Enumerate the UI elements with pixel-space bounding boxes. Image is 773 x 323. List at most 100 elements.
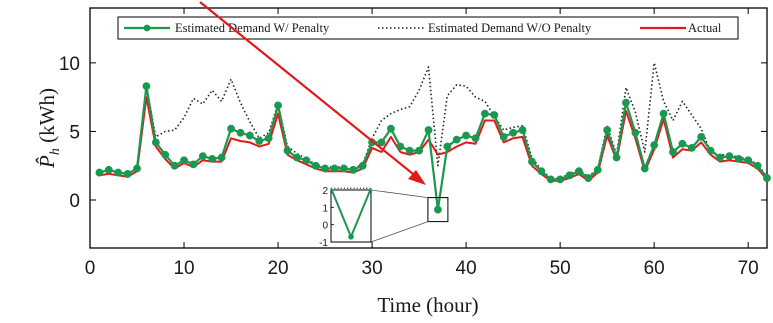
data-point <box>264 134 273 143</box>
annotation-arrowhead <box>408 170 426 185</box>
data-point <box>114 168 123 177</box>
svg-text:P̂h (kWh): P̂h (kWh) <box>35 88 63 169</box>
legend-item-with-penalty-label: Estimated Demand W/ Penalty <box>175 21 330 35</box>
data-point <box>236 128 245 137</box>
data-point <box>283 146 292 155</box>
y-axis-label-subscript: h <box>48 148 63 155</box>
data-point <box>622 98 630 107</box>
data-point <box>123 170 132 178</box>
data-point <box>133 164 141 173</box>
data-point <box>631 128 640 137</box>
data-point <box>734 154 743 163</box>
data-point <box>481 109 489 118</box>
data-point <box>415 146 423 155</box>
data-point <box>151 138 160 147</box>
y-axis-label-symbol: P̂ <box>35 155 59 169</box>
data-point <box>462 131 471 140</box>
data-point <box>706 146 715 155</box>
data-point <box>763 174 771 182</box>
data-point <box>198 152 207 161</box>
data-point <box>405 146 414 155</box>
legend-item-with-penalty-marker <box>143 24 151 32</box>
x-axis-label: Time (hour) <box>377 293 478 317</box>
data-point <box>227 124 235 133</box>
x-tick-label: 40 <box>456 258 477 279</box>
data-point <box>104 165 113 174</box>
x-tick-label: 50 <box>550 258 571 279</box>
zoom-region-box <box>427 197 449 223</box>
data-point <box>687 143 696 152</box>
y-axis-label-unit: (kWh) <box>35 88 59 143</box>
data-point <box>396 142 405 151</box>
data-point <box>509 128 518 137</box>
data-point <box>434 205 442 214</box>
data-point <box>565 171 574 180</box>
data-point <box>640 164 649 173</box>
data-point <box>377 138 386 147</box>
data-point <box>471 134 480 143</box>
data-point <box>490 111 499 119</box>
inset-tick-label: 2 <box>322 186 328 197</box>
legend-item-actual-label: Actual <box>688 21 722 35</box>
inset-tick-label: 1 <box>322 203 328 214</box>
data-point <box>321 164 329 173</box>
x-tick-label: 0 <box>85 258 96 279</box>
y-axis-label: P̂h (kWh) <box>35 88 63 169</box>
data-point <box>725 152 734 161</box>
data-point <box>593 165 602 174</box>
inset-tick-label: 0 <box>322 221 328 232</box>
x-tick-label: 20 <box>267 258 288 279</box>
data-point <box>659 109 668 118</box>
data-point <box>142 82 151 91</box>
data-point <box>180 156 188 165</box>
data-point <box>528 157 536 166</box>
data-point <box>443 142 452 151</box>
data-point <box>349 165 358 174</box>
data-point <box>170 161 179 170</box>
y-tick-label: 0 <box>69 191 80 212</box>
data-point <box>255 137 264 145</box>
data-point <box>311 161 320 170</box>
data-point <box>358 161 367 170</box>
legend-item-without-penalty-label: Estimated Demand W/O Penalty <box>428 21 592 35</box>
inset-data-point <box>348 234 354 240</box>
zoom-connector <box>370 189 428 198</box>
annotation-arrow <box>199 1 419 179</box>
data-point <box>603 126 612 134</box>
x-tick-label: 60 <box>644 258 665 279</box>
data-point <box>161 150 170 159</box>
data-point <box>330 164 339 173</box>
legend-box <box>117 16 739 40</box>
data-point <box>546 175 555 184</box>
data-point <box>217 153 226 162</box>
data-point <box>189 160 198 169</box>
data-point <box>245 131 254 140</box>
data-point <box>292 153 301 162</box>
inset-tick-label: -1 <box>319 238 328 249</box>
data-point <box>697 133 706 141</box>
data-point <box>537 167 546 176</box>
y-tick-label: 5 <box>69 122 80 143</box>
data-point <box>518 126 527 134</box>
data-point <box>744 156 753 165</box>
zoom-connector <box>370 221 429 243</box>
data-point <box>208 154 217 163</box>
data-point <box>753 161 762 170</box>
data-point <box>424 126 433 134</box>
data-point <box>386 124 395 133</box>
data-point <box>339 164 348 173</box>
data-point <box>716 153 724 162</box>
data-point <box>499 133 508 141</box>
series-line-without-penalty <box>99 62 768 179</box>
x-tick-label: 70 <box>738 258 759 279</box>
inset-box <box>330 189 372 243</box>
data-point <box>302 156 311 165</box>
y-tick-label: 10 <box>59 54 80 75</box>
data-point <box>452 135 461 144</box>
data-point <box>612 153 621 162</box>
data-point <box>650 141 659 150</box>
data-point <box>584 174 593 182</box>
x-tick-label: 10 <box>173 258 194 279</box>
data-point <box>95 168 104 177</box>
